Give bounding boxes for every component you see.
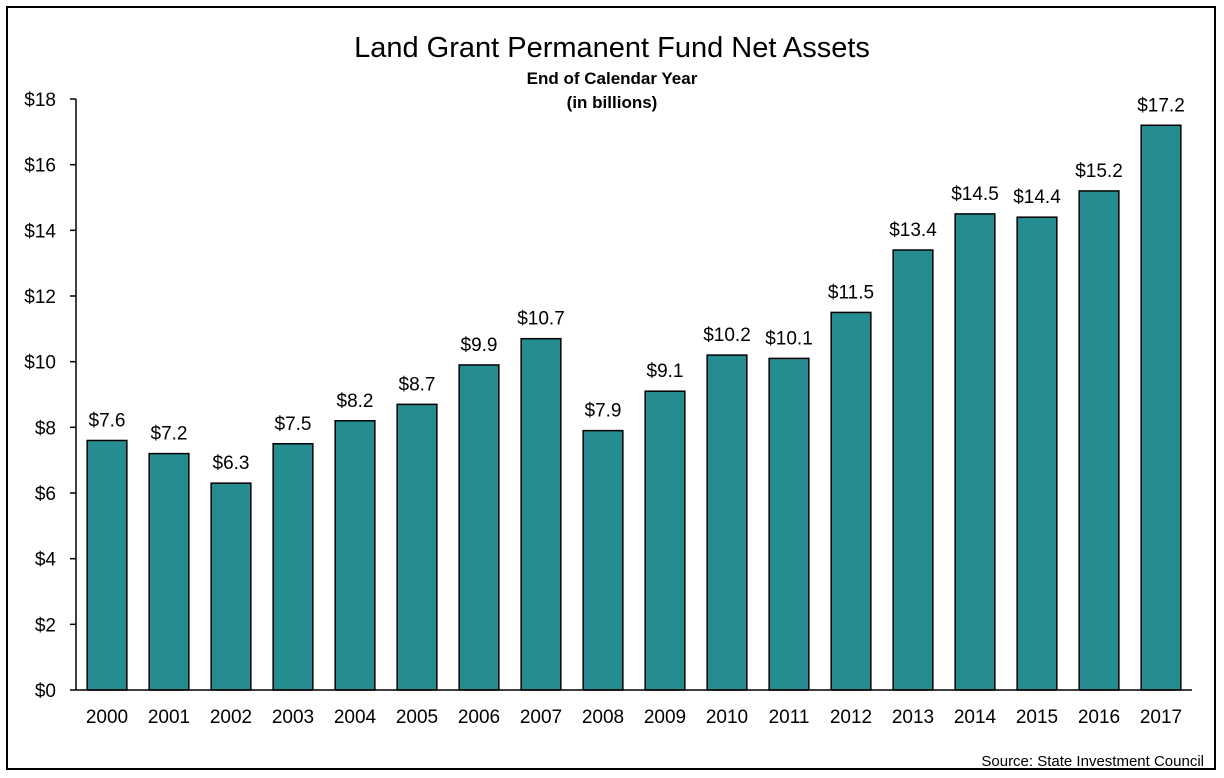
y-tick-label: $12 — [24, 287, 56, 308]
x-tick-label: 2000 — [86, 707, 128, 728]
x-tick-label: 2009 — [644, 707, 686, 728]
y-tick-label: $14 — [24, 221, 56, 242]
bar-2010 — [706, 354, 748, 691]
y-tick-label: $10 — [24, 353, 56, 374]
bar-2002 — [210, 482, 252, 691]
x-tick-label: 2007 — [520, 707, 562, 728]
x-tick-label: 2013 — [892, 707, 934, 728]
chart-subtitle: End of Calendar Year — [527, 69, 698, 88]
data-label-2014: $14.5 — [951, 184, 999, 205]
x-tick-label: 2004 — [334, 707, 377, 728]
x-tick-label: 2006 — [458, 707, 500, 728]
data-label-2000: $7.6 — [89, 410, 126, 431]
bar-2004 — [334, 420, 376, 691]
y-tick-label: $8 — [35, 418, 56, 439]
bar-2015 — [1016, 216, 1058, 691]
x-tick-label: 2017 — [1140, 707, 1182, 728]
y-tick-label: $4 — [35, 550, 57, 571]
x-tick-label: 2016 — [1078, 707, 1120, 728]
bar-2009 — [644, 390, 686, 691]
bar-2014 — [954, 213, 996, 691]
bar-2007 — [520, 337, 562, 691]
data-label-2005: $8.7 — [399, 374, 436, 395]
data-label-2008: $7.9 — [585, 401, 622, 422]
x-tick-label: 2005 — [396, 707, 438, 728]
y-tick-label: $16 — [24, 156, 56, 177]
data-label-2006: $9.9 — [461, 335, 498, 356]
bar-2005 — [396, 403, 438, 691]
x-tick-label: 2015 — [1016, 707, 1058, 728]
y-axis: $0 $2 $4 $6 $8 $10 $12 $14 $16 $18 — [24, 90, 77, 702]
bar-2016 — [1078, 190, 1120, 691]
x-tick-label: 2011 — [769, 707, 810, 728]
bar-2001 — [148, 452, 190, 691]
data-label-2017: $17.2 — [1137, 95, 1185, 116]
bar-2003 — [272, 443, 314, 691]
data-label-2002: $6.3 — [213, 453, 250, 474]
data-label-2004: $8.2 — [337, 391, 374, 412]
bar-2008 — [582, 429, 624, 691]
x-tick-label: 2003 — [272, 707, 314, 728]
data-label-2010: $10.2 — [703, 325, 751, 346]
x-axis: 2000 2001 2002 2003 2004 2005 2006 2007 2008 2009… — [76, 689, 1192, 728]
source-note: Source: State Investment Council — [981, 753, 1204, 770]
data-label-2012: $11.5 — [828, 282, 874, 303]
y-tick-label: $0 — [35, 681, 56, 702]
data-label-2015: $14.4 — [1013, 187, 1061, 208]
x-tick-label: 2010 — [706, 707, 748, 728]
y-tick-label: $6 — [35, 484, 56, 505]
data-label-2001: $7.2 — [151, 424, 188, 445]
x-tick-label: 2001 — [148, 707, 190, 728]
y-tick-label: $18 — [24, 90, 56, 111]
bar-2006 — [458, 364, 500, 691]
bar-2011 — [768, 357, 810, 691]
x-tick-label: 2008 — [582, 707, 624, 728]
y-tick-label: $2 — [35, 615, 56, 636]
bar-2017 — [1140, 124, 1182, 691]
bar-2000 — [86, 439, 128, 691]
data-label-2013: $13.4 — [889, 220, 937, 241]
x-tick-label: 2002 — [210, 707, 252, 728]
chart-subtitle-units: (in billions) — [567, 93, 658, 112]
bar-2013 — [892, 249, 934, 691]
data-label-2007: $10.7 — [517, 309, 565, 330]
x-tick-label: 2012 — [830, 707, 872, 728]
data-label-2016: $15.2 — [1075, 161, 1123, 182]
chart-title: Land Grant Permanent Fund Net Assets — [354, 32, 870, 64]
bar-2012 — [830, 311, 872, 691]
data-label-2011: $10.1 — [765, 328, 813, 349]
x-tick-label: 2014 — [954, 707, 997, 728]
data-label-2009: $9.1 — [647, 361, 684, 382]
data-label-2003: $7.5 — [275, 414, 312, 435]
bars: $7.6 $7.2 $6.3 $7.5 $8.2 $8.7 $9.9 $10.7 $7.9 $9.… — [86, 95, 1185, 691]
